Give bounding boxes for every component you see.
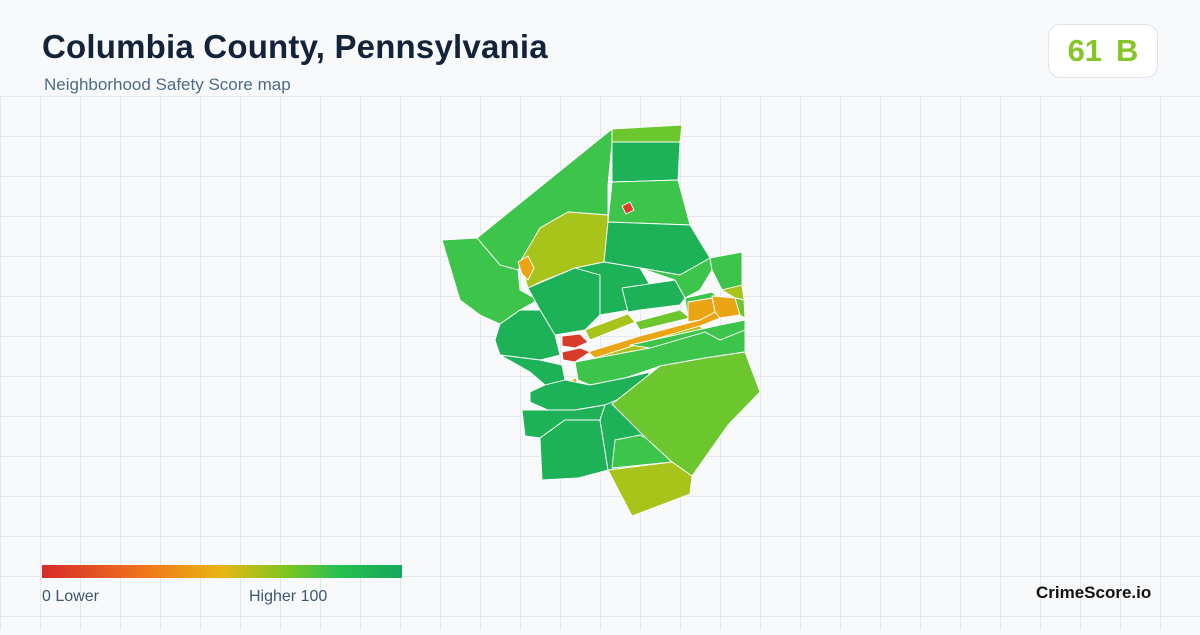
region-town-red-a[interactable] bbox=[561, 333, 589, 349]
legend-min-label: 0 Lower bbox=[42, 588, 99, 605]
region-north-town-orange[interactable] bbox=[517, 255, 535, 281]
region-west-large[interactable] bbox=[494, 309, 561, 361]
header-divider bbox=[0, 96, 1200, 97]
page-title: Columbia County, Pennsylvania bbox=[42, 28, 548, 65]
region-north-east-b[interactable] bbox=[709, 251, 743, 291]
region-north-mid[interactable] bbox=[607, 179, 691, 226]
legend-max-label: Higher 100 bbox=[249, 588, 328, 605]
region-north-strip[interactable] bbox=[611, 124, 683, 143]
region-central-band[interactable] bbox=[629, 319, 746, 349]
region-east-b[interactable] bbox=[734, 297, 746, 319]
region-town-red-b[interactable] bbox=[561, 347, 591, 363]
region-north-town-red[interactable] bbox=[621, 201, 635, 215]
region-south-tip[interactable] bbox=[607, 461, 693, 517]
region-north-east-a[interactable] bbox=[639, 257, 713, 299]
brand-logo-text[interactable]: CrimeScore.io bbox=[1036, 583, 1152, 602]
score-badge: 61 B bbox=[1048, 24, 1158, 78]
region-north-top[interactable] bbox=[611, 141, 681, 183]
region-west-lower[interactable] bbox=[499, 354, 566, 386]
legend-gradient-bar bbox=[42, 565, 402, 578]
region-town-east[interactable] bbox=[687, 297, 716, 323]
region-town-east-b[interactable] bbox=[711, 295, 741, 319]
score-grade: B bbox=[1116, 33, 1139, 68]
page-subtitle: Neighborhood Safety Score map bbox=[44, 75, 291, 94]
score-value: 61 bbox=[1067, 33, 1103, 68]
region-south-east-large[interactable] bbox=[611, 351, 761, 477]
